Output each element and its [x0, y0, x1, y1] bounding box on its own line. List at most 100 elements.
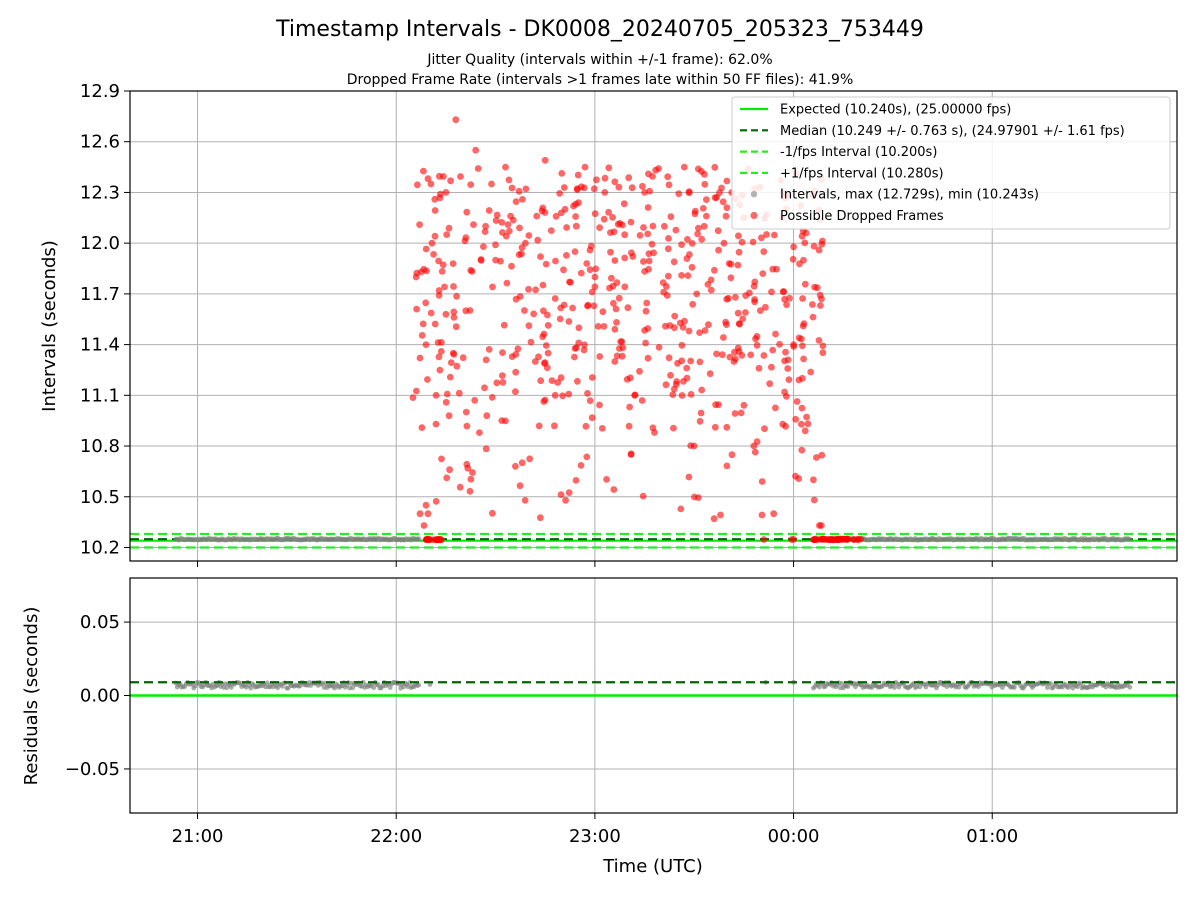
dropped-frame-point: [431, 207, 439, 214]
dropped-frame-point: [815, 337, 823, 344]
dropped-frame-point: [802, 229, 810, 237]
dropped-frame-point: [792, 415, 800, 423]
dropped-frame-point: [512, 351, 520, 358]
dropped-frame-point: [489, 509, 496, 517]
dropped-frame-point: [569, 304, 576, 312]
dropped-frame-point: [580, 346, 588, 354]
dropped-frame-point: [599, 308, 607, 316]
dropped-frame-point: [776, 340, 783, 348]
dropped-frame-point: [772, 404, 779, 412]
dropped-frame-point: [498, 219, 506, 226]
dropped-frame-point: [596, 353, 604, 360]
dropped-frame-point: [699, 205, 707, 212]
dropped-frame-point: [481, 228, 489, 236]
dropped-frame-point: [431, 232, 439, 240]
dropped-frame-point: [644, 204, 652, 211]
dropped-frame-point: [742, 309, 749, 316]
dropped-frame-point: [615, 183, 623, 191]
residual-point: [1078, 681, 1083, 687]
dropped-frame-point: [811, 283, 818, 291]
dropped-frame-point: [710, 515, 718, 523]
dropped-frame-point: [695, 494, 702, 501]
dropped-frame-point: [594, 323, 602, 330]
dropped-frame-point: [755, 364, 763, 372]
residual-point: [845, 684, 851, 689]
dropped-frame-point: [684, 272, 692, 279]
dropped-frame-point: [438, 455, 445, 463]
interval-point: [416, 536, 422, 542]
dropped-frame-point: [763, 231, 770, 238]
dropped-frame-point: [592, 265, 600, 273]
dropped-frame-point: [613, 352, 621, 360]
dropped-frame-point: [683, 364, 691, 372]
dropped-frame-point: [662, 381, 670, 389]
dropped-frame-point: [677, 505, 685, 513]
dropped-frame-point: [424, 376, 431, 383]
dropped-frame-point: [588, 374, 596, 381]
dropped-frame-point: [762, 303, 769, 311]
legend-label: +1/fps Interval (10.280s): [780, 166, 944, 181]
dropped-frame-point: [431, 320, 439, 328]
dropped-frame-point: [463, 208, 471, 216]
dropped-frame-point: [780, 288, 788, 295]
dropped-frame-point: [642, 307, 650, 315]
residual-point: [228, 684, 234, 690]
legend-marker-intervals: [750, 191, 758, 198]
dropped-frame-point: [768, 288, 775, 296]
dropped-frame-point: [483, 412, 491, 420]
dropped-frame-point: [588, 288, 596, 296]
y-tick-label: 12.9: [80, 81, 120, 102]
dropped-frame-point: [737, 409, 745, 417]
dropped-frame-point: [703, 212, 710, 220]
dropped-frame-point: [616, 220, 624, 227]
dropped-frame-point: [583, 453, 591, 461]
dropped-frame-point: [739, 315, 747, 323]
y-tick-label: 10.2: [80, 537, 120, 558]
dropped-frame-point: [432, 498, 440, 505]
dropped-frame-point: [409, 394, 417, 401]
dropped-frame-point: [732, 293, 739, 301]
dropped-frame-point: [534, 236, 542, 244]
dropped-frame-point: [732, 355, 739, 363]
dropped-frame-point: [420, 167, 427, 175]
x-tick-label: 22:00: [370, 826, 422, 847]
dropped-frame-point: [427, 180, 435, 188]
dropped-frame-point: [463, 460, 471, 468]
dropped-frame-point: [512, 295, 520, 303]
dropped-frame-point: [431, 195, 439, 203]
dropped-frame-point: [467, 181, 475, 189]
legend-box: [731, 96, 1171, 230]
dropped-frame-point: [707, 286, 715, 294]
dropped-frame-point: [626, 374, 634, 382]
x-axis-ticks: 21:00 22:00 23:00 00:00 01:00: [172, 561, 1018, 847]
dropped-frame-point: [641, 268, 649, 275]
dropped-frame-point: [786, 294, 793, 302]
x-tick-label: 21:00: [172, 826, 224, 847]
dropped-frame-point: [790, 243, 797, 251]
dropped-frame-point: [438, 268, 446, 275]
dropped-frame-point: [548, 377, 556, 384]
dropped-frame-point: [770, 510, 778, 518]
dropped-frame-point: [801, 427, 809, 435]
dropped-frame-point: [543, 364, 551, 372]
dropped-frame-point: [560, 301, 568, 309]
legend-label: -1/fps Interval (10.200s): [780, 145, 937, 160]
dropped-frame-point: [738, 238, 746, 246]
dropped-frame-point: [703, 196, 710, 204]
dropped-frame-point: [503, 279, 511, 287]
dropped-frame-point: [544, 311, 551, 319]
dropped-frame-point: [742, 292, 750, 299]
dropped-frame-point: [455, 389, 463, 397]
dropped-frame-point: [554, 379, 562, 386]
dropped-frame-point: [803, 413, 810, 421]
dropped-frame-point: [645, 170, 652, 178]
dropped-frame-point: [795, 475, 803, 482]
dropped-frame-point: [798, 420, 805, 428]
dropped-frame-point: [680, 378, 687, 385]
y-tick-label: 0.00: [80, 686, 120, 707]
dropped-frame-point: [611, 358, 619, 365]
dropped-frame-point: [821, 535, 829, 543]
dropped-frame-point: [790, 343, 798, 350]
dropped-frame-point: [422, 299, 430, 307]
dropped-frame-point: [687, 391, 695, 398]
